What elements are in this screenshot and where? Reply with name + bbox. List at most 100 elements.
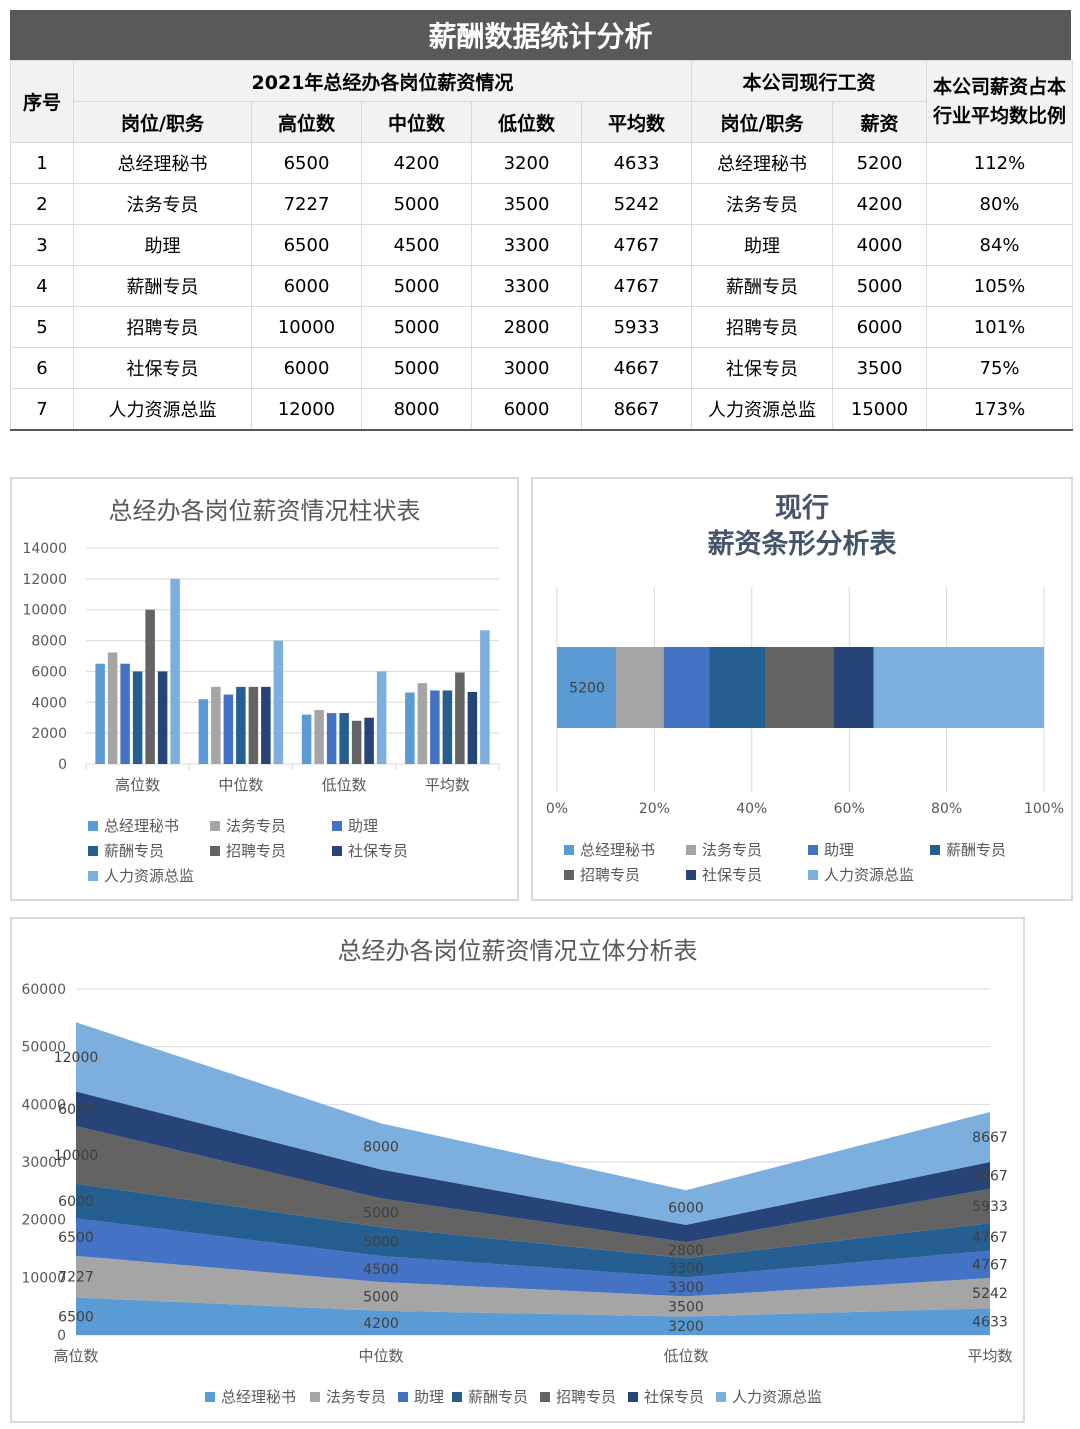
y-tick-label: 10000 xyxy=(21,1270,66,1286)
legend-label: 招聘专员 xyxy=(226,842,287,860)
y-tick-label: 4000 xyxy=(31,695,67,711)
area-series xyxy=(76,1022,990,1225)
table-cell-avg: 8667 xyxy=(581,388,692,431)
table-cell-mid: 5000 xyxy=(361,347,472,389)
legend-swatch xyxy=(398,1391,408,1402)
table-cell-mid: 8000 xyxy=(361,388,472,431)
bar-segment xyxy=(765,647,834,728)
legend-label: 法务专员 xyxy=(326,1388,387,1406)
area-data-label: 8667 xyxy=(972,1130,1008,1146)
table-cell-post: 招聘专员 xyxy=(73,306,252,348)
legend-swatch xyxy=(686,869,696,880)
legend-swatch xyxy=(716,1391,726,1402)
x-tick-label: 20% xyxy=(639,801,670,817)
legend-swatch xyxy=(564,869,574,880)
bar-chart-title: 现行 薪资条形分析表 xyxy=(533,491,1071,563)
table-cell-ratio: 101% xyxy=(926,306,1074,348)
area-chart-legend: 总经理秘书 法务专员 助理 薪酬专员 招聘专员 社保专员 人力资源总监 xyxy=(12,919,1023,1421)
bar-chart-legend: 总经理秘书 法务专员 助理 薪酬专员 招聘专员 社保专员 人力资源总监 xyxy=(533,479,1071,899)
header-low: 低位数 xyxy=(471,101,582,143)
area-data-label: 6000 xyxy=(58,1102,94,1118)
table-cell-high: 6500 xyxy=(251,224,362,266)
table-cell-avg: 5242 xyxy=(581,183,692,225)
legend-item: 招聘专员 xyxy=(210,840,286,861)
table-cell-salary: 15000 xyxy=(831,388,928,431)
header-avg: 平均数 xyxy=(581,101,692,143)
y-tick-label: 8000 xyxy=(31,634,67,650)
header-company-post: 岗位/职务 xyxy=(691,101,833,143)
x-tick-label: 中位数 xyxy=(358,1347,403,1365)
x-tick-label: 高位数 xyxy=(53,1347,98,1365)
bar-segment xyxy=(663,647,710,728)
area-data-label: 5242 xyxy=(972,1286,1008,1302)
table-row: 7 人力资源总监 12000 8000 6000 8667 人力资源总监 15000 173% xyxy=(10,388,1074,431)
bar xyxy=(170,578,180,764)
legend-swatch xyxy=(808,869,818,880)
area-data-label: 10000 xyxy=(54,1148,99,1164)
legend-swatch xyxy=(88,870,98,881)
table-row: 3 助理 6500 4500 3300 4767 助理 4000 84% xyxy=(10,224,1074,266)
area-chart: 60000 50000 40000 30000 20000 10000 0 6500 4200 3… xyxy=(21,982,1012,1365)
legend-label: 法务专员 xyxy=(702,841,763,859)
legend-swatch xyxy=(564,844,574,855)
table-row: 4 薪酬专员 6000 5000 3300 4767 薪酬专员 5000 105% xyxy=(10,265,1074,307)
table-cell-high: 7227 xyxy=(251,183,362,225)
column-chart-title: 总经办各岗位薪资情况柱状表 xyxy=(108,497,421,525)
table-cell-mid: 4200 xyxy=(361,142,472,184)
bar xyxy=(120,663,130,764)
legend-swatch xyxy=(686,844,696,855)
bar xyxy=(364,717,374,764)
legend-swatch xyxy=(205,1391,215,1402)
table-cell-post: 助理 xyxy=(73,224,252,266)
area-series xyxy=(76,1091,990,1243)
x-tick-label: 40% xyxy=(736,801,767,817)
legend-label: 人力资源总监 xyxy=(104,867,195,885)
legend-label: 总经理秘书 xyxy=(580,841,656,859)
x-tick-label: 80% xyxy=(931,801,962,817)
bar xyxy=(480,630,490,764)
legend-swatch xyxy=(88,820,98,831)
table-cell-low: 3000 xyxy=(471,347,582,389)
bar xyxy=(145,609,155,764)
area-data-label: 4500 xyxy=(363,1262,399,1278)
legend-swatch xyxy=(210,820,220,831)
bar xyxy=(467,691,478,764)
table-cell-cpost: 法务专员 xyxy=(691,183,833,225)
header-index: 序号 xyxy=(10,60,74,143)
bar xyxy=(301,714,312,764)
legend-swatch xyxy=(808,844,818,855)
bar-segment xyxy=(557,647,617,728)
bar-chart-title-line2: 薪资条形分析表 xyxy=(707,529,897,560)
table-cell-salary: 4200 xyxy=(831,183,928,225)
table-cell-idx: 2 xyxy=(10,183,74,225)
x-tick-label: 0% xyxy=(546,801,568,817)
legend-swatch xyxy=(88,845,98,856)
area-data-label: 6000 xyxy=(58,1194,94,1210)
legend-item: 总经理秘书 xyxy=(564,839,655,860)
header-mid: 中位数 xyxy=(361,101,472,143)
legend-label: 总经理秘书 xyxy=(221,1388,297,1406)
area-data-label: 6000 xyxy=(668,1201,704,1217)
table-cell-ratio: 173% xyxy=(926,388,1074,431)
legend-item: 法务专员 xyxy=(686,839,762,860)
legend-item: 法务专员 xyxy=(310,1386,386,1407)
table-cell-salary: 5200 xyxy=(831,142,928,184)
table-cell-high: 6500 xyxy=(251,142,362,184)
table-cell-idx: 6 xyxy=(10,347,74,389)
legend-label: 社保专员 xyxy=(644,1388,705,1406)
bar xyxy=(339,713,349,764)
legend-item: 总经理秘书 xyxy=(88,815,179,836)
bar-segment xyxy=(873,647,1044,728)
table-cell-avg: 5933 xyxy=(581,306,692,348)
x-tick-label: 60% xyxy=(834,801,865,817)
bar xyxy=(261,686,271,764)
area-data-label: 3300 xyxy=(668,1280,704,1296)
table-cell-low: 6000 xyxy=(471,388,582,431)
table-cell-ratio: 75% xyxy=(926,347,1074,389)
table-row: 1 总经理秘书 6500 4200 3200 4633 总经理秘书 5200 112% xyxy=(10,142,1074,184)
bar xyxy=(314,710,324,764)
bar xyxy=(132,671,143,764)
bar xyxy=(326,713,337,764)
table-cell-post: 人力资源总监 xyxy=(73,388,252,431)
legend-swatch xyxy=(930,844,940,855)
